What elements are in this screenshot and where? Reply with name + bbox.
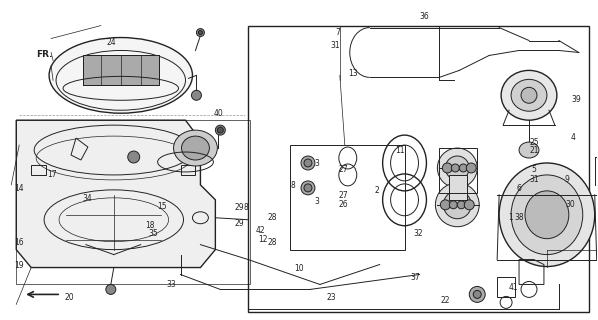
Ellipse shape xyxy=(191,90,202,100)
Ellipse shape xyxy=(451,164,459,172)
Text: 37: 37 xyxy=(410,273,420,282)
Text: 31: 31 xyxy=(330,41,340,50)
Text: 1: 1 xyxy=(508,213,512,222)
Bar xyxy=(248,26,589,312)
Text: 5: 5 xyxy=(532,165,536,174)
Ellipse shape xyxy=(197,28,205,36)
Text: 21: 21 xyxy=(529,146,539,155)
Text: 27: 27 xyxy=(339,190,349,200)
Text: 3: 3 xyxy=(315,197,319,206)
Text: 33: 33 xyxy=(166,280,176,289)
Text: 38: 38 xyxy=(514,213,524,222)
Text: 9: 9 xyxy=(565,175,569,184)
Text: 13: 13 xyxy=(348,69,358,78)
Ellipse shape xyxy=(457,201,465,209)
Text: 24: 24 xyxy=(106,38,116,47)
Text: 32: 32 xyxy=(413,229,423,238)
Text: 27: 27 xyxy=(339,165,349,174)
Polygon shape xyxy=(16,120,215,268)
Ellipse shape xyxy=(511,175,583,255)
Text: 35: 35 xyxy=(148,229,158,238)
Ellipse shape xyxy=(301,156,315,170)
Ellipse shape xyxy=(182,136,209,160)
Ellipse shape xyxy=(443,163,452,173)
Polygon shape xyxy=(449,175,467,200)
Ellipse shape xyxy=(521,87,537,103)
Ellipse shape xyxy=(501,70,557,120)
Bar xyxy=(83,55,158,85)
Ellipse shape xyxy=(499,163,594,267)
Text: 10: 10 xyxy=(294,264,304,273)
Text: 18: 18 xyxy=(145,221,155,230)
Ellipse shape xyxy=(466,163,476,173)
Ellipse shape xyxy=(435,183,479,227)
Text: 6: 6 xyxy=(517,184,521,193)
Text: 8: 8 xyxy=(291,181,295,190)
Ellipse shape xyxy=(301,181,315,195)
Ellipse shape xyxy=(437,148,477,188)
Ellipse shape xyxy=(173,130,217,166)
Ellipse shape xyxy=(459,164,467,172)
Ellipse shape xyxy=(511,79,547,111)
Text: 7: 7 xyxy=(335,28,340,37)
Text: 29: 29 xyxy=(234,219,244,228)
Text: 22: 22 xyxy=(440,296,450,305)
Text: 31: 31 xyxy=(529,175,539,184)
Text: 28: 28 xyxy=(267,238,277,247)
Ellipse shape xyxy=(443,191,471,219)
Text: 29: 29 xyxy=(234,203,244,212)
Text: 30: 30 xyxy=(565,200,575,209)
Text: 4: 4 xyxy=(570,133,575,142)
Bar xyxy=(290,145,404,250)
Text: 3: 3 xyxy=(315,159,319,168)
Ellipse shape xyxy=(49,37,193,113)
Text: 36: 36 xyxy=(419,12,429,21)
Ellipse shape xyxy=(304,159,312,167)
Ellipse shape xyxy=(464,200,474,210)
Text: 26: 26 xyxy=(339,200,349,209)
Text: 25: 25 xyxy=(529,138,539,147)
Text: FR.: FR. xyxy=(36,50,53,59)
Text: 34: 34 xyxy=(83,194,93,203)
Ellipse shape xyxy=(217,127,223,133)
Text: 41: 41 xyxy=(508,283,518,292)
Ellipse shape xyxy=(199,31,202,35)
Text: 19: 19 xyxy=(14,261,24,270)
Ellipse shape xyxy=(469,286,485,302)
Text: 12: 12 xyxy=(258,235,268,244)
Ellipse shape xyxy=(215,125,225,135)
Text: 39: 39 xyxy=(571,95,581,104)
Text: 23: 23 xyxy=(327,292,337,301)
Text: 15: 15 xyxy=(157,202,167,211)
Ellipse shape xyxy=(304,184,312,192)
Text: 17: 17 xyxy=(47,170,57,179)
Bar xyxy=(83,55,158,85)
Text: 2: 2 xyxy=(374,186,379,195)
Ellipse shape xyxy=(449,201,457,209)
Text: 11: 11 xyxy=(395,146,405,155)
Text: 20: 20 xyxy=(65,292,75,301)
Text: 42: 42 xyxy=(255,226,265,235)
Text: 14: 14 xyxy=(14,184,24,193)
Ellipse shape xyxy=(128,151,140,163)
Ellipse shape xyxy=(525,191,569,239)
Text: 16: 16 xyxy=(14,238,24,247)
Ellipse shape xyxy=(446,156,469,180)
Bar xyxy=(16,120,250,284)
Text: 40: 40 xyxy=(213,109,224,118)
Bar xyxy=(440,148,477,193)
Ellipse shape xyxy=(106,284,116,294)
Ellipse shape xyxy=(440,200,450,210)
Ellipse shape xyxy=(473,291,481,298)
Text: 28: 28 xyxy=(267,213,277,222)
Text: 8: 8 xyxy=(243,203,248,212)
Ellipse shape xyxy=(519,142,539,158)
